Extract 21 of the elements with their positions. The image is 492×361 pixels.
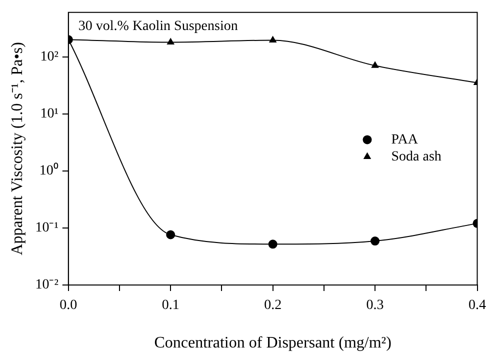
x-axis-title: Concentration of Dispersant (mg/m²) bbox=[154, 334, 392, 352]
point bbox=[370, 236, 380, 246]
x-tick-label: 0.1 bbox=[162, 298, 180, 314]
y-tick-label: 10⁻¹ bbox=[35, 220, 58, 236]
point bbox=[268, 240, 278, 249]
y-tick-label: 10¹ bbox=[40, 106, 58, 122]
point bbox=[371, 61, 379, 68]
point bbox=[166, 230, 176, 240]
point bbox=[268, 36, 277, 42]
y-tick-label: 10² bbox=[40, 49, 58, 64]
x-tick-label: 0.4 bbox=[468, 298, 486, 314]
point bbox=[166, 38, 175, 44]
annotation: 30 vol.% Kaolin Suspension bbox=[78, 19, 238, 34]
x-tick-label: 0.0 bbox=[60, 298, 78, 314]
legend-label: Soda ash bbox=[391, 149, 442, 164]
y-axis-title: Apparent Viscosity (1.0 s⁻¹, Pa•s) bbox=[8, 42, 26, 256]
x-tick-label: 0.3 bbox=[366, 298, 384, 314]
legend-label: PAA bbox=[391, 132, 419, 148]
y-tick-label: 10⁰ bbox=[39, 162, 58, 179]
y-tick-label: 10⁻² bbox=[35, 278, 58, 293]
x-tick-label: 0.2 bbox=[264, 298, 282, 314]
